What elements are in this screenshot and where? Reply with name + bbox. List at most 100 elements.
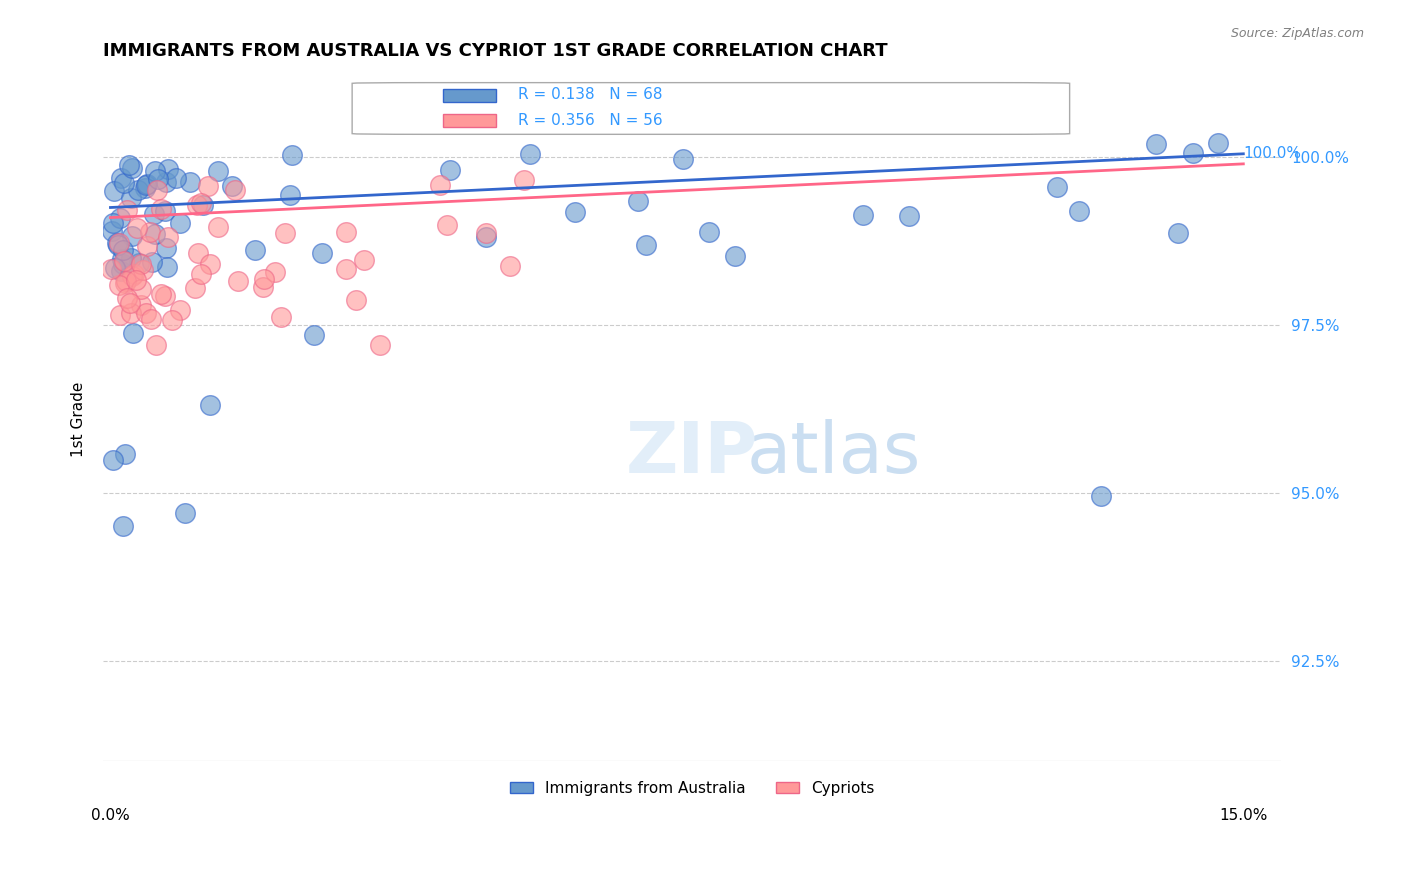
Point (101, 453, 124, 467)
Point (184, 281, 207, 295)
Point (127, 221, 149, 235)
Point (439, 163, 461, 178)
Point (110, 171, 132, 186)
Point (169, 216, 191, 230)
Point (114, 447, 136, 461)
Point (129, 257, 152, 271)
Point (121, 268, 143, 283)
Point (127, 183, 149, 197)
Point (110, 264, 132, 278)
Point (141, 255, 163, 269)
Point (224, 183, 246, 197)
Text: 100.0%: 100.0% (1243, 146, 1302, 161)
Y-axis label: 1st Grade: 1st Grade (72, 381, 86, 457)
Point (270, 310, 292, 325)
Point (111, 257, 134, 271)
Point (252, 279, 274, 293)
Text: Source: ZipAtlas.com: Source: ZipAtlas.com (1230, 27, 1364, 40)
Point (121, 161, 143, 175)
Point (513, 173, 536, 187)
Point (226, 274, 249, 288)
Point (148, 172, 170, 186)
Point (190, 268, 212, 282)
Point (475, 229, 498, 244)
Point (1090, 489, 1112, 503)
Point (129, 298, 152, 312)
Point (1144, 136, 1167, 151)
Point (1206, 136, 1229, 150)
Point (197, 178, 219, 193)
Point (155, 241, 177, 255)
Point (139, 311, 162, 326)
Point (207, 163, 229, 178)
Point (264, 265, 287, 279)
Point (120, 192, 142, 206)
Point (1045, 180, 1067, 194)
Point (108, 211, 131, 225)
Point (143, 207, 166, 221)
Text: ZIP: ZIP (626, 418, 758, 488)
Point (253, 272, 276, 286)
Point (111, 519, 134, 533)
Point (274, 227, 297, 241)
Point (1067, 204, 1090, 219)
Point (134, 180, 156, 194)
Point (136, 239, 159, 253)
Point (155, 175, 177, 189)
Point (156, 162, 179, 177)
Point (344, 293, 367, 307)
Point (112, 177, 135, 191)
Point (153, 203, 176, 218)
Text: atlas: atlas (747, 418, 921, 488)
Point (114, 277, 136, 291)
Point (115, 203, 138, 218)
Point (131, 282, 153, 296)
Point (103, 216, 125, 230)
Point (1182, 146, 1205, 161)
Point (153, 288, 176, 302)
Point (187, 246, 209, 260)
Text: 15.0%: 15.0% (1219, 808, 1268, 823)
Text: R = 0.138   N = 68: R = 0.138 N = 68 (519, 87, 662, 103)
Point (111, 243, 134, 257)
Point (160, 313, 183, 327)
Point (121, 228, 143, 243)
FancyBboxPatch shape (443, 88, 496, 102)
Point (100, 262, 122, 277)
Point (105, 236, 128, 251)
Point (370, 337, 392, 351)
Point (103, 261, 125, 276)
Point (143, 164, 166, 178)
Point (302, 328, 325, 343)
Point (134, 178, 156, 192)
Point (281, 147, 304, 161)
Point (245, 243, 267, 257)
Point (724, 249, 747, 263)
Point (207, 219, 229, 234)
Text: IMMIGRANTS FROM AUSTRALIA VS CYPRIOT 1ST GRADE CORRELATION CHART: IMMIGRANTS FROM AUSTRALIA VS CYPRIOT 1ST… (103, 42, 887, 60)
Point (475, 226, 498, 240)
Point (278, 187, 301, 202)
Point (697, 225, 720, 239)
Point (111, 252, 134, 267)
Point (627, 194, 650, 208)
Point (108, 308, 131, 322)
Point (145, 227, 167, 241)
Point (145, 338, 167, 352)
Point (564, 204, 586, 219)
Point (193, 198, 215, 212)
Point (125, 272, 148, 286)
Point (114, 274, 136, 288)
Text: R = 0.356   N = 56: R = 0.356 N = 56 (519, 112, 662, 128)
Point (852, 208, 875, 222)
Point (149, 202, 172, 216)
Point (335, 262, 357, 277)
Point (190, 195, 212, 210)
Point (221, 178, 243, 193)
Point (131, 262, 153, 277)
Point (108, 235, 131, 250)
Point (146, 183, 169, 197)
FancyBboxPatch shape (443, 113, 496, 127)
Point (100, 224, 122, 238)
Point (120, 306, 142, 320)
